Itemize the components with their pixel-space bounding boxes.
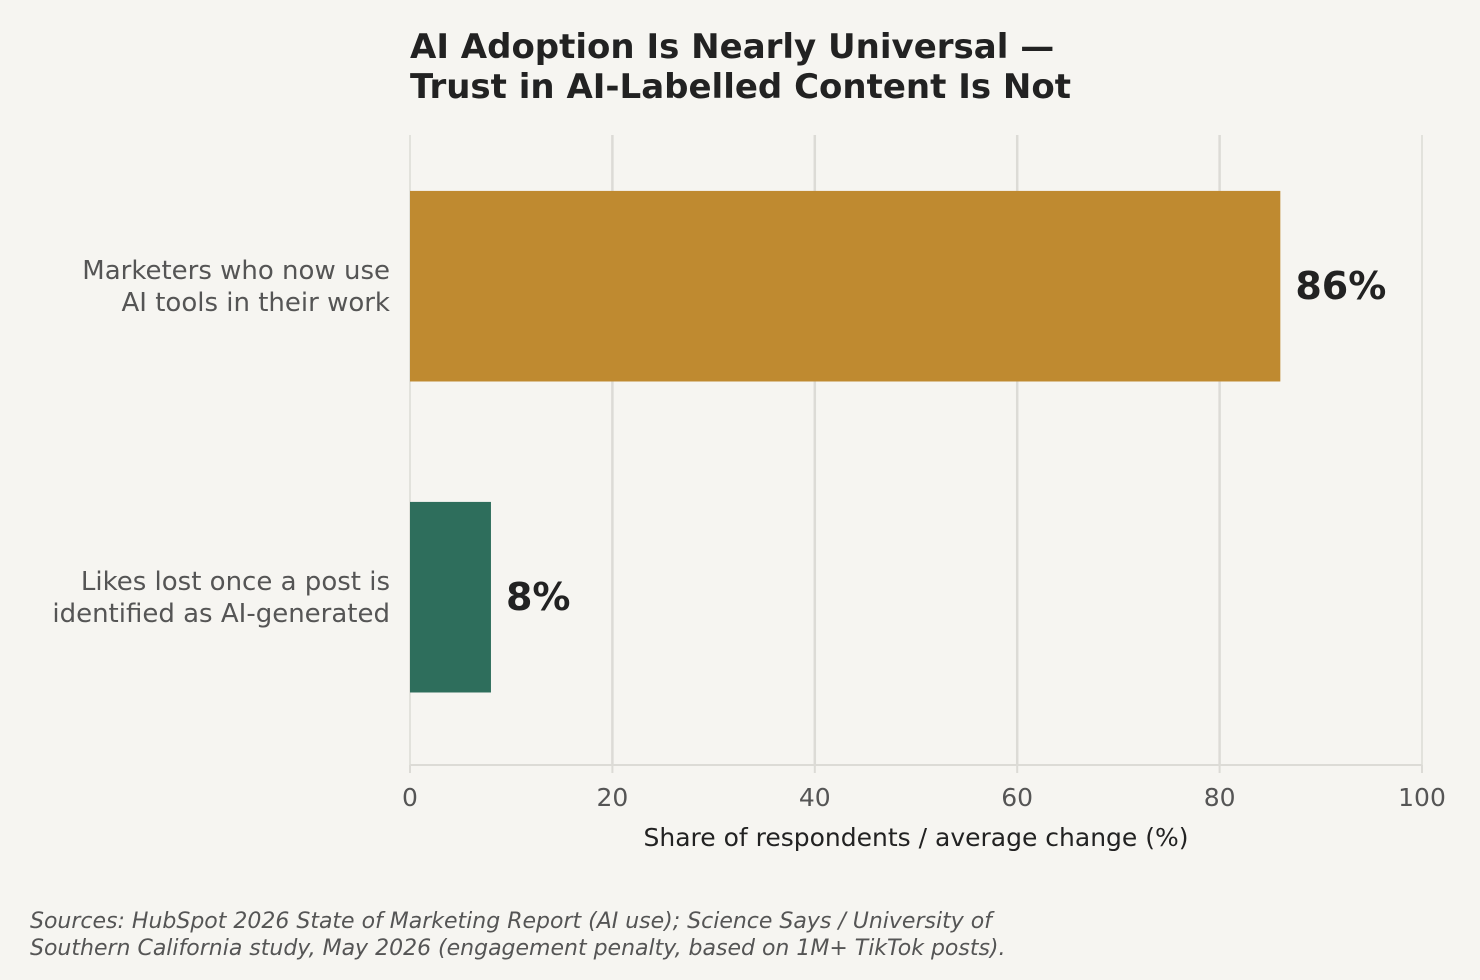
x-tick-label: 80 (1204, 783, 1236, 812)
x-tick-label: 0 (402, 783, 418, 812)
category-label: identified as AI-generated (52, 599, 390, 629)
x-tick-label: 100 (1398, 783, 1446, 812)
chart-title: AI Adoption Is Nearly Universal — Trust … (410, 27, 1071, 107)
source-note-line-1: Sources: HubSpot 2026 State of Marketing… (30, 909, 995, 934)
x-axis: 0 20 40 60 80 100 (402, 764, 1446, 812)
chart-title-line-2: Trust in AI-Labelled Content Is Not (410, 67, 1071, 107)
x-tick-label: 20 (596, 783, 628, 812)
bar-value-label: 8% (506, 575, 571, 619)
source-note-line-2: Southern California study, May 2026 (eng… (30, 936, 1006, 961)
category-label: Marketers who now use (82, 256, 390, 286)
source-note: Sources: HubSpot 2026 State of Marketing… (30, 909, 1006, 961)
x-axis-label: Share of respondents / average change (%… (643, 823, 1188, 852)
chart-title-line-1: AI Adoption Is Nearly Universal — (410, 27, 1054, 67)
x-tick-label: 60 (1001, 783, 1033, 812)
bar (410, 190, 1281, 382)
category-label: AI tools in their work (122, 288, 391, 318)
x-tick-label: 40 (799, 783, 831, 812)
bar (410, 501, 491, 693)
category-label: Likes lost once a post is (81, 567, 390, 597)
bar-value-label: 86% (1295, 264, 1386, 308)
bars: 86% 8% (410, 190, 1386, 693)
